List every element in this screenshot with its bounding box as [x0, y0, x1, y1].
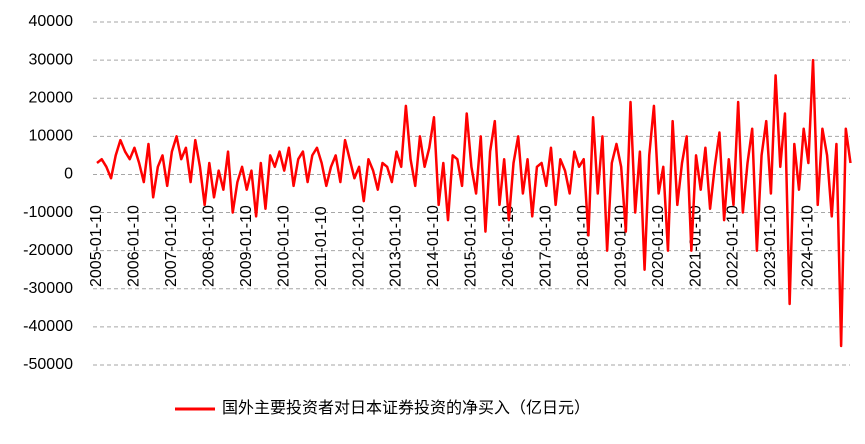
x-tick-label: 2020-01-10 [650, 205, 667, 287]
x-tick-label: 2024-01-10 [800, 205, 817, 287]
x-tick-label: 2010-01-10 [275, 205, 292, 287]
x-tick-label: 2016-01-10 [500, 205, 517, 287]
y-tick-label: -10000 [23, 204, 73, 221]
y-tick-label: 0 [64, 166, 73, 183]
x-tick-label: 2015-01-10 [463, 205, 480, 287]
x-tick-label: 2009-01-10 [238, 205, 255, 287]
y-tick-label: 30000 [29, 51, 74, 68]
y-tick-label: -30000 [23, 280, 73, 297]
data-line [96, 58, 852, 348]
y-tick-label: -50000 [23, 356, 73, 373]
y-tick-label: 20000 [29, 89, 74, 106]
x-tick-label: 2011-01-10 [313, 206, 330, 287]
y-tick-label: 40000 [29, 13, 74, 30]
y-tick-label: 10000 [29, 128, 74, 145]
x-tick-label: 2023-01-10 [762, 205, 779, 287]
y-tick-label: -40000 [23, 318, 73, 335]
x-tick-label: 2007-01-10 [163, 205, 180, 287]
x-tick-label: 2014-01-10 [425, 205, 442, 287]
x-tick-label: 2005-01-10 [88, 205, 105, 287]
x-tick-label: 2022-01-10 [725, 205, 742, 287]
x-tick-label: 2017-01-10 [537, 205, 554, 287]
y-tick-label: -20000 [23, 242, 73, 259]
legend-label: 国外主要投资者对日本证券投资的净买入（亿日元） [222, 399, 590, 417]
x-tick-label: 2006-01-10 [126, 205, 143, 287]
x-tick-label: 2013-01-10 [388, 205, 405, 287]
x-tick-label: 2012-01-10 [350, 205, 367, 287]
x-tick-label: 2008-01-10 [201, 205, 218, 287]
